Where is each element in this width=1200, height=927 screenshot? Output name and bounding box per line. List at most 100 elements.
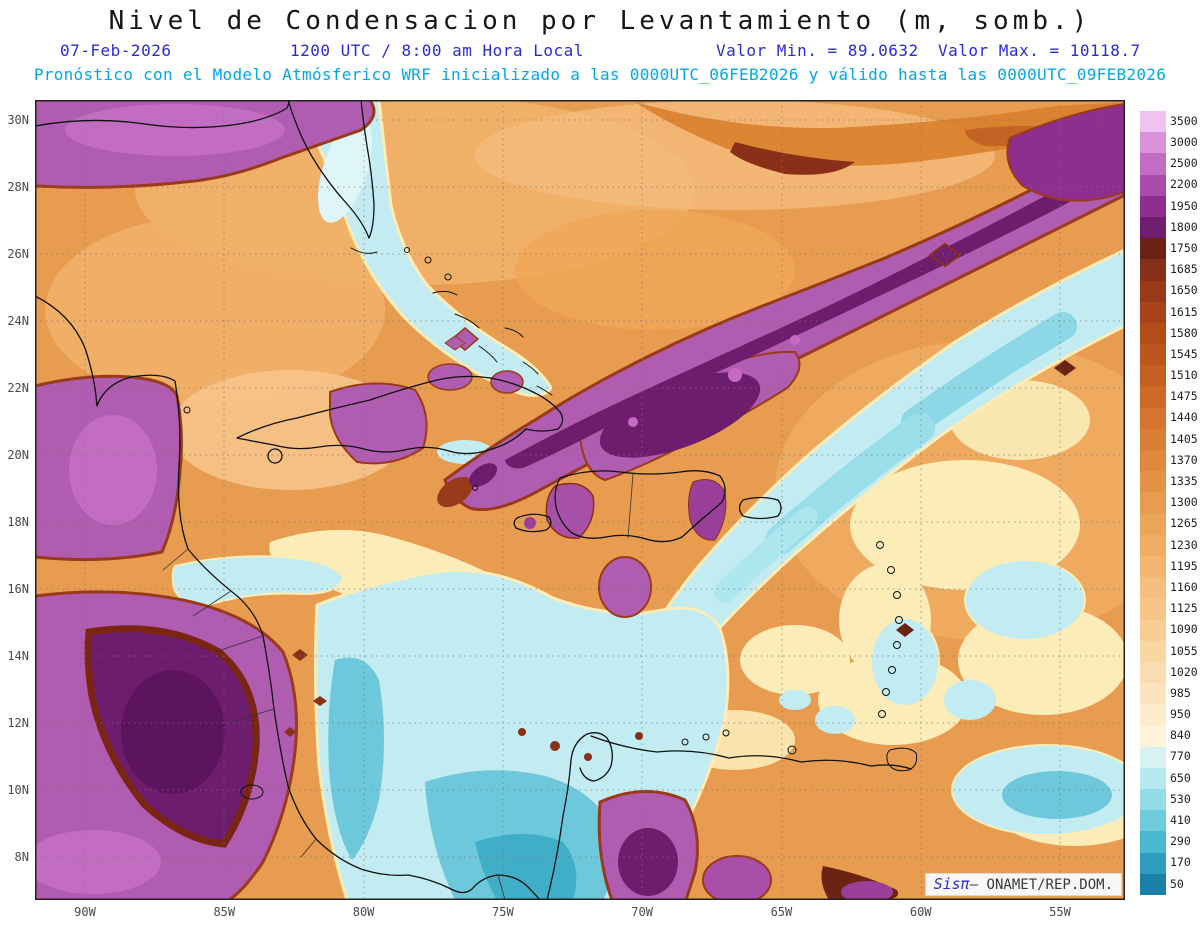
colorbar-value-label: 770: [1170, 749, 1191, 764]
colorbar-entry: 1055: [1140, 640, 1200, 662]
colorbar-swatch: [1140, 280, 1166, 302]
lat-tick-label: 14N: [7, 649, 29, 663]
colorbar-swatch: [1140, 598, 1166, 620]
colorbar-value-label: 1580: [1170, 325, 1198, 340]
colorbar-value-label: 1090: [1170, 622, 1198, 637]
colorbar-value-label: 1020: [1170, 664, 1198, 679]
lon-tick-label: 60W: [909, 905, 932, 919]
colorbar-swatch: [1140, 704, 1166, 726]
colorbar-entry: 3500: [1140, 111, 1200, 133]
colorbar-entry: 170: [1140, 852, 1200, 874]
lon-tick-label: 80W: [352, 905, 375, 919]
colorbar-entry: 1750: [1140, 238, 1200, 260]
colorbar-entry: 1195: [1140, 555, 1200, 578]
lat-tick-label: 22N: [7, 381, 29, 395]
lon-tick-label: 65W: [770, 905, 793, 919]
colorbar-entry: 1615: [1140, 301, 1200, 323]
colorbar-value-label: 1950: [1170, 198, 1198, 213]
colorbar-entry: 1405: [1140, 428, 1200, 450]
colorbar-entry: 410: [1140, 810, 1200, 832]
colorbar-entry: 1800: [1140, 216, 1200, 239]
lat-axis: 30N 28N 26N 24N 22N 20N 18N 16N 14N 12N …: [0, 112, 31, 865]
colorbar-value-label: 840: [1170, 728, 1191, 743]
colorbar-swatch: [1140, 428, 1166, 450]
lat-tick-label: 30N: [7, 113, 29, 127]
lon-tick-label: 85W: [213, 905, 236, 919]
colorbar-swatch: [1140, 725, 1166, 747]
colorbar-value-label: 3000: [1170, 135, 1198, 150]
colorbar-swatch: [1140, 407, 1166, 429]
colorbar-value-label: 985: [1170, 685, 1191, 700]
lon-tick-label: 75W: [492, 905, 514, 919]
colorbar-value-label: 1160: [1170, 579, 1198, 594]
colorbar-value-label: 2200: [1170, 177, 1198, 192]
watermark-text: – ONAMET/REP.DOM.: [969, 877, 1113, 893]
colorbar-entry: 1475: [1140, 386, 1200, 408]
colorbar-entry: 770: [1140, 746, 1200, 768]
colorbar-swatch: [1140, 555, 1166, 578]
colorbar-entry: 1125: [1140, 598, 1200, 620]
colorbar-entry: 650: [1140, 767, 1200, 789]
colorbar-swatch: [1140, 195, 1166, 217]
colorbar-swatch: [1140, 301, 1166, 323]
colorbar-entry: 1685: [1140, 259, 1200, 281]
colorbar-entry: 840: [1140, 725, 1200, 747]
colorbar-swatch: [1140, 661, 1166, 684]
value-max-label: Valor Max. = 10118.7: [938, 41, 1141, 60]
colorbar-swatch: [1140, 683, 1166, 705]
colorbar-swatch: [1140, 322, 1166, 345]
colorbar-value-label: 950: [1170, 707, 1191, 722]
colorbar-swatch: [1140, 810, 1166, 832]
colorbar-value-label: 1440: [1170, 410, 1198, 425]
colorbar-swatch: [1140, 534, 1166, 556]
lon-tick-label: 55W: [1049, 905, 1071, 919]
colorbar-swatch: [1140, 492, 1166, 514]
colorbar-value-label: 1475: [1170, 389, 1198, 404]
coastlines: [35, 100, 918, 900]
colorbar-value-label: 1615: [1170, 304, 1198, 319]
map-canvas: [35, 100, 1125, 900]
lat-tick-label: 26N: [7, 247, 29, 261]
colorbar-entry: 1545: [1140, 344, 1200, 366]
map-area: Sisπ– ONAMET/REP.DOM.: [35, 100, 1125, 900]
colorbar-entry: 1440: [1140, 407, 1200, 429]
watermark: Sisπ– ONAMET/REP.DOM.: [924, 873, 1122, 896]
colorbar-swatch: [1140, 513, 1166, 535]
colorbar-entry: 530: [1140, 789, 1200, 811]
colorbar-value-label: 1800: [1170, 219, 1198, 234]
lat-tick-label: 24N: [7, 314, 29, 328]
lat-tick-label: 8N: [14, 850, 29, 864]
lat-tick-label: 18N: [7, 515, 29, 529]
colorbar-swatch: [1140, 767, 1166, 789]
colorbar-swatch: [1140, 111, 1166, 133]
colorbar-entry: 50: [1140, 873, 1200, 895]
colorbar-entry: 1090: [1140, 619, 1200, 641]
colorbar-value-label: 1650: [1170, 283, 1198, 298]
colorbar-value-label: 1370: [1170, 452, 1198, 467]
colorbar-swatch: [1140, 450, 1166, 472]
shading-layer: [35, 100, 1125, 900]
colorbar-entry: 1300: [1140, 492, 1200, 514]
lat-tick-label: 28N: [7, 180, 29, 194]
colorbar-swatch: [1140, 216, 1166, 239]
colorbar-swatch: [1140, 386, 1166, 408]
map-frame: [35, 100, 1125, 900]
lon-axis: 90W 85W 80W 75W 70W 65W 60W 55W: [65, 905, 1080, 919]
colorbar-value-label: 1685: [1170, 262, 1198, 277]
colorbar-entry: 1650: [1140, 280, 1200, 302]
colorbar-entry: 1230: [1140, 534, 1200, 556]
colorbar-value-label: 50: [1170, 876, 1184, 891]
colorbar-entry: 1510: [1140, 365, 1200, 387]
lat-tick-label: 10N: [7, 783, 29, 797]
colorbar-value-label: 650: [1170, 770, 1191, 785]
colorbar-entry: 1335: [1140, 471, 1200, 493]
colorbar-entry: 1160: [1140, 577, 1200, 599]
colorbar-swatch: [1140, 132, 1166, 154]
colorbar-swatch: [1140, 640, 1166, 662]
colorbar-legend: 3500 3000 2500 2200 1950 1800 1750 1685 …: [1140, 111, 1200, 895]
forecast-date: 07-Feb-2026: [60, 41, 172, 60]
value-min-label: Valor Min. = 89.0632: [716, 41, 919, 60]
colorbar-swatch: [1140, 365, 1166, 387]
header-meta: 07-Feb-2026 1200 UTC / 8:00 am Hora Loca…: [0, 41, 1200, 61]
colorbar-swatch: [1140, 471, 1166, 493]
